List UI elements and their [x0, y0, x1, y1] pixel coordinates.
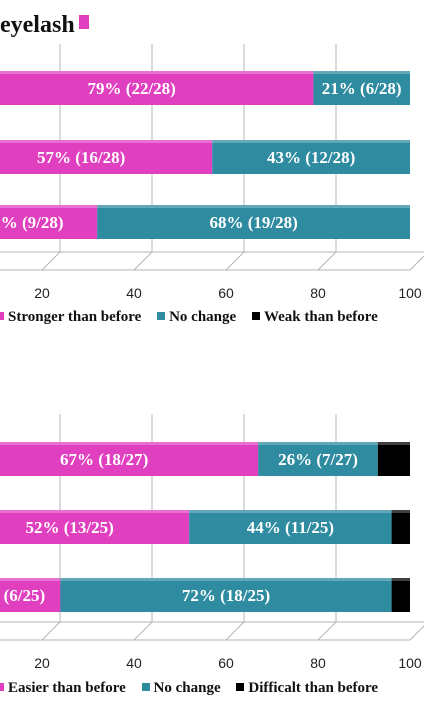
bar-highlight [391, 578, 410, 581]
bar-highlight [258, 442, 378, 445]
bar-highlight [0, 71, 314, 74]
x-tick-label: 20 [34, 285, 50, 301]
chart-1-legend: Stronger than before No change Weak than… [0, 309, 424, 331]
bar-segment [189, 510, 392, 544]
bar-highlight [189, 510, 392, 513]
x-tick-label: 60 [218, 285, 234, 301]
x-tick-label: 100 [398, 655, 422, 671]
legend-label-weak: Weak than before [263, 309, 378, 325]
bar-data-label: 72% (18/25) [182, 586, 270, 605]
legend-swatch-no-change-2 [141, 683, 150, 691]
legend-swatch-difficult [236, 683, 245, 691]
bar-segment [0, 510, 190, 544]
bar-highlight [0, 510, 190, 513]
x-tick-label: 60 [218, 655, 234, 671]
x-tick-label: 20 [34, 655, 50, 671]
legend-item-no-change: No change [157, 309, 236, 326]
bar-data-label: 52% (13/25) [25, 518, 113, 537]
legend-label-stronger: Stronger than before [8, 309, 142, 325]
bar-segment [391, 578, 410, 612]
floor-gridline [317, 621, 337, 641]
bar-data-label: 67% (18/27) [60, 450, 148, 469]
bar-segment [0, 205, 98, 239]
bar-segment [60, 578, 392, 612]
x-tick-label: 40 [126, 655, 142, 671]
bar-segment [313, 71, 410, 105]
x-tick-label: 80 [310, 655, 326, 671]
legend-item-weak: Weak than before [251, 309, 378, 326]
bar-data-label: 44% (11/25) [247, 518, 334, 537]
bar-highlight [313, 71, 410, 74]
floor-gridline [409, 255, 424, 271]
bar-highlight [0, 442, 259, 445]
chart-2-legend: Easier than before No change Difficalt t… [0, 680, 424, 702]
bar-segment [0, 71, 314, 105]
legend-swatch-no-change [157, 312, 166, 320]
legend-item-easier: Easier than before [0, 680, 126, 697]
floor-gridline [41, 621, 61, 641]
bar-highlight [391, 510, 410, 513]
bar-segment [258, 442, 378, 476]
chart-2-plot [0, 414, 424, 641]
bar-data-label: 26% (7/27) [278, 450, 358, 469]
chart-1-title-text: eyelash [0, 12, 75, 38]
legend-swatch-easier [0, 683, 4, 691]
bar-highlight [212, 140, 410, 143]
bar-data-label: 24% (6/25) [0, 586, 45, 605]
bar-data-label: 21% (6/28) [322, 79, 402, 98]
floor-gridline [409, 625, 424, 641]
legend-item-no-change-2: No change [141, 680, 221, 697]
bar-data-label: 32% (9/28) [0, 213, 63, 232]
legend-label-easier: Easier than before [8, 680, 126, 696]
bar-highlight [0, 140, 213, 143]
chart-1-plot [0, 44, 424, 271]
legend-swatch-weak [251, 312, 260, 320]
legend-label-no-change-2: No change [153, 680, 221, 696]
bar-data-label: 79% (22/28) [88, 79, 176, 98]
title-color-swatch [78, 15, 89, 29]
bar-segment [0, 442, 259, 476]
floor-gridline [317, 251, 337, 271]
bar-segment [97, 205, 410, 239]
bar-segment [377, 442, 410, 476]
legend-label-difficult: Difficalt than before [248, 680, 379, 696]
floor-gridline [133, 251, 153, 271]
bar-data-label: 43% (12/28) [267, 148, 355, 167]
x-tick-label: 100 [398, 285, 422, 301]
legend-item-difficult: Difficalt than before [236, 680, 378, 697]
x-tick-label: 40 [126, 285, 142, 301]
legend-label-no-change: No change [169, 309, 237, 325]
bar-data-label: 68% (19/28) [209, 213, 297, 232]
bar-highlight [0, 578, 61, 581]
bar-highlight [97, 205, 410, 208]
floor-gridline [225, 621, 245, 641]
bar-segment [0, 578, 61, 612]
legend-swatch-stronger [0, 312, 4, 320]
bar-segment [212, 140, 410, 174]
bar-highlight [0, 205, 98, 208]
floor-gridline [225, 251, 245, 271]
bar-data-label: 57% (16/28) [37, 148, 125, 167]
floor-gridline [41, 251, 61, 271]
floor-gridline [133, 621, 153, 641]
bar-highlight [377, 442, 410, 445]
bar-segment [0, 140, 213, 174]
chart-1-title: eyelash [0, 12, 89, 39]
legend-item-stronger: Stronger than before [0, 309, 141, 326]
bar-highlight [60, 578, 392, 581]
x-tick-label: 80 [310, 285, 326, 301]
bar-segment [391, 510, 410, 544]
